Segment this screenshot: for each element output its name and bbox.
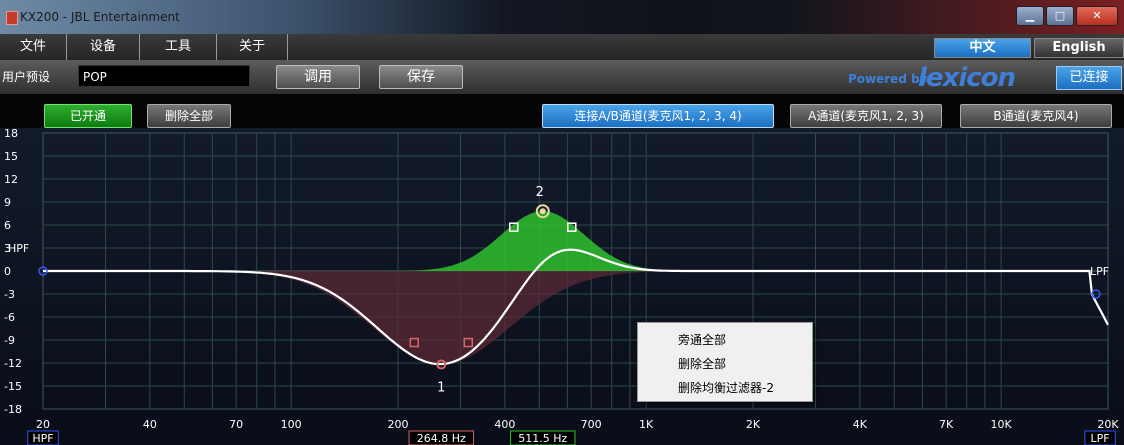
x-tick-label: 20 (36, 418, 50, 431)
menu-file[interactable]: 文件 (0, 34, 67, 60)
filter-1-frequency-box (408, 430, 474, 445)
y-tick-label: 9 (4, 196, 11, 209)
filter-1-bandwidth-left (409, 337, 420, 348)
enabled-toggle-button[interactable]: 已开通 (44, 104, 132, 128)
language-chinese-button[interactable]: 中文 (934, 38, 1031, 58)
hpf-frequency-text: HPF (32, 432, 53, 445)
combined-response-curve (43, 248, 1109, 366)
language-english-button[interactable]: English (1034, 38, 1124, 58)
y-tick-label: -6 (4, 311, 15, 324)
x-tick-label: 40 (143, 418, 157, 431)
connection-status-button[interactable]: 已连接 (1056, 66, 1122, 90)
filter-2-response (43, 211, 1108, 271)
lpf-label: LPF (1090, 265, 1109, 278)
x-tick-label: 20K (1097, 418, 1119, 431)
filter-2-handle (535, 204, 550, 219)
filter-2-frequency-box (510, 430, 576, 445)
filter-1-handle (436, 359, 447, 370)
y-tick-label: 18 (4, 128, 18, 140)
x-tick-label: 70 (229, 418, 243, 431)
context-menu-bypass-all[interactable]: 旁通全部 (678, 333, 727, 347)
y-tick-label: 3 (4, 242, 11, 255)
delete-all-button[interactable]: 删除全部 (147, 104, 231, 128)
filter-1-frequency-text: 264.8 Hz (417, 432, 466, 445)
minimize-icon[interactable]: ▁ (1016, 6, 1044, 26)
channel-a-button[interactable]: A通道(麦克风1, 2, 3) (790, 104, 942, 128)
y-tick-label: -18 (4, 403, 22, 416)
preset-bar: 用户预设 POP 调用 保存 Powered by lexicon 已连接 (0, 60, 1124, 94)
x-tick-label: 1K (639, 418, 654, 431)
y-tick-label: 12 (4, 173, 18, 186)
window-title: KX200 - JBL Entertainment (20, 10, 180, 24)
menu-about[interactable]: 关于 (217, 34, 288, 60)
y-tick-label: 15 (4, 150, 18, 163)
context-menu-delete-all[interactable]: 删除全部 (678, 357, 727, 371)
x-tick-label: 10K (991, 418, 1013, 431)
filter-2-handle-dot (539, 208, 546, 215)
filter-1-bandwidth-right (463, 337, 474, 348)
y-tick-label: -15 (4, 380, 22, 393)
window-controls: ▁ □ ✕ (1016, 6, 1118, 26)
x-tick-label: 100 (281, 418, 302, 431)
y-tick-label: 0 (4, 265, 11, 278)
channel-b-button[interactable]: B通道(麦克风4) (960, 104, 1112, 128)
app-icon (6, 11, 18, 25)
menu-device[interactable]: 设备 (67, 34, 140, 60)
filter-2-frequency-text: 511.5 Hz (518, 432, 567, 445)
y-tick-label: 6 (4, 219, 11, 232)
hpf-label: HPF (8, 242, 29, 255)
hpf-handle (38, 266, 48, 276)
title-bar: KX200 - JBL Entertainment ▁ □ ✕ (0, 0, 1124, 34)
lpf-frequency-box (1084, 430, 1116, 445)
x-tick-label: 4K (853, 418, 868, 431)
preset-label: 用户预设 (2, 70, 51, 84)
lexicon-logo: lexicon (918, 63, 1016, 93)
context-menu-delete-filter-2[interactable]: 删除均衡过滤器-2 (678, 381, 774, 395)
x-tick-label: 400 (494, 418, 515, 431)
filter-2-bandwidth-right (567, 222, 577, 232)
context-menu: 旁通全部 删除全部 删除均衡过滤器-2 (637, 322, 813, 402)
menu-tools[interactable]: 工具 (140, 34, 217, 60)
filter-2-bandwidth-left (509, 222, 519, 232)
x-tick-label: 7K (939, 418, 954, 431)
link-ab-channels-button[interactable]: 连接A/B通道(麦克风1, 2, 3, 4) (542, 104, 774, 128)
y-tick-label: -3 (4, 288, 15, 301)
close-icon[interactable]: ✕ (1076, 6, 1118, 26)
y-tick-label: -9 (4, 334, 15, 347)
filter-2-number: 2 (536, 185, 544, 200)
lpf-handle (1091, 289, 1101, 299)
eq-toolbar: 已开通 删除全部 连接A/B通道(麦克风1, 2, 3, 4) A通道(麦克风1… (0, 94, 1124, 132)
hpf-frequency-box (27, 430, 59, 445)
apply-preset-button[interactable]: 调用 (276, 65, 360, 89)
lpf-frequency-text: LPF (1091, 432, 1110, 445)
y-tick-label: -12 (4, 357, 22, 370)
filter-1-number: 1 (437, 381, 445, 396)
powered-by-text: Powered by (848, 72, 928, 86)
x-tick-label: 200 (388, 418, 409, 431)
preset-name-field[interactable]: POP (78, 65, 250, 87)
save-preset-button[interactable]: 保存 (379, 65, 463, 89)
maximize-icon[interactable]: □ (1046, 6, 1074, 26)
x-tick-label: 700 (581, 418, 602, 431)
x-tick-label: 2K (746, 418, 761, 431)
